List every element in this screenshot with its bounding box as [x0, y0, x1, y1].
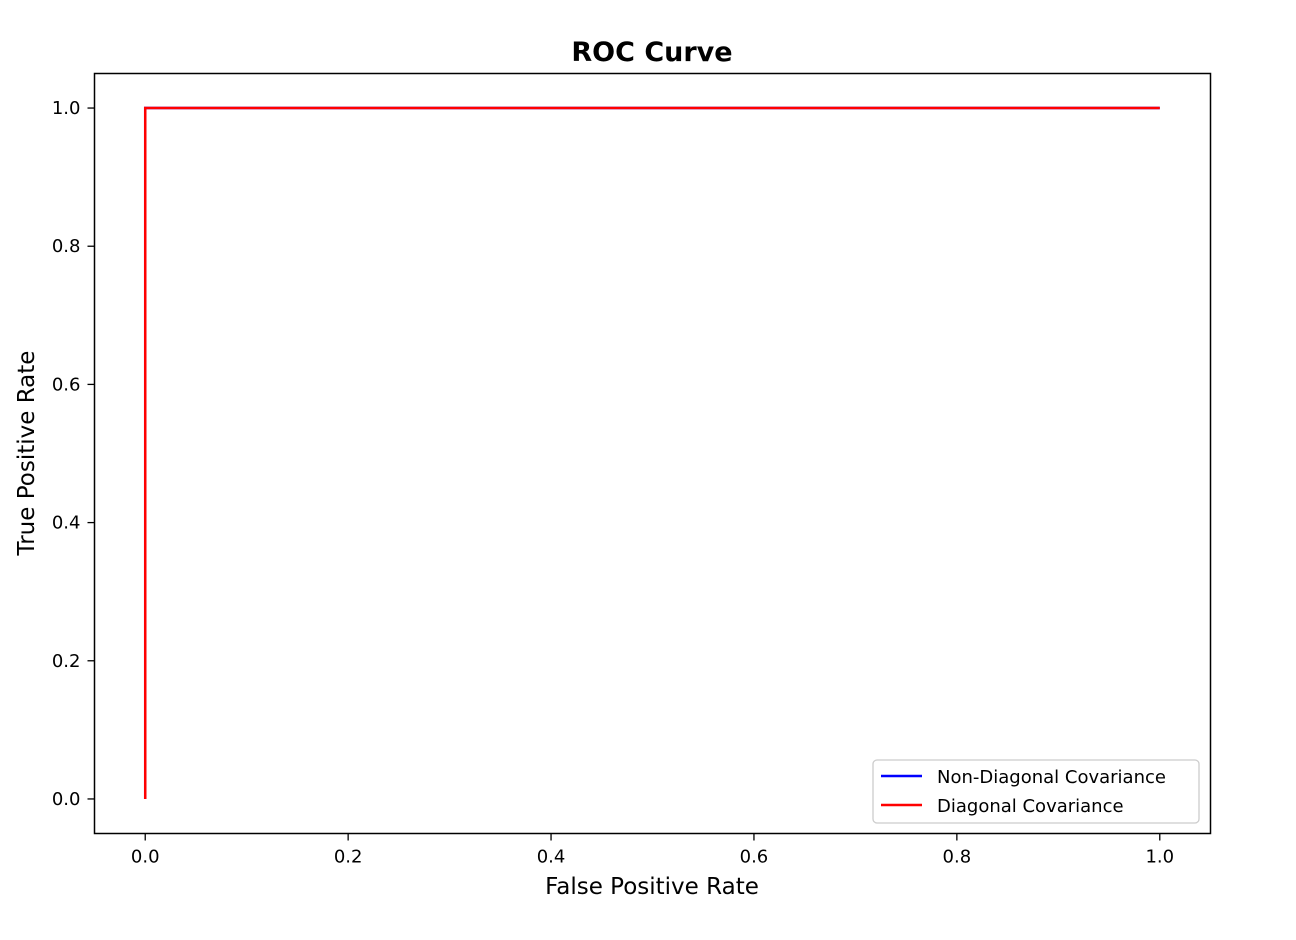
legend-entry-diagonal: Diagonal Covariance — [881, 796, 1124, 817]
x-axis-ticks: 0.0 0.2 0.4 0.6 0.8 1.0 — [131, 833, 1174, 868]
legend-label-non-diagonal: Non-Diagonal Covariance — [937, 767, 1166, 788]
y-tick-label: 0.0 — [52, 789, 81, 810]
series-line-diagonal — [143, 106, 1160, 799]
y-tick-label: 0.6 — [52, 374, 81, 395]
chart-title: ROC Curve — [571, 37, 732, 68]
y-axis-ticks: 0.0 0.2 0.4 0.6 0.8 1.0 — [52, 98, 95, 810]
x-tick-label: 0.0 — [131, 847, 160, 868]
legend-entry-non-diagonal: Non-Diagonal Covariance — [881, 767, 1166, 788]
plot-frame — [93, 72, 1212, 835]
legend-frame — [872, 759, 1200, 824]
y-tick-label: 1.0 — [52, 98, 81, 119]
x-axis-label: False Positive Rate — [545, 874, 759, 900]
x-tick-label: 1.0 — [1145, 847, 1174, 868]
y-tick-label: 0.2 — [52, 651, 81, 672]
legend: Non-Diagonal Covariance Diagonal Covaria… — [872, 759, 1200, 824]
legend-label-diagonal: Diagonal Covariance — [937, 796, 1124, 817]
x-tick-label: 0.2 — [334, 847, 363, 868]
y-tick-label: 0.8 — [52, 236, 81, 257]
x-tick-label: 0.4 — [537, 847, 566, 868]
x-tick-label: 0.8 — [943, 847, 972, 868]
x-tick-label: 0.6 — [740, 847, 769, 868]
series-layer — [143, 106, 1160, 799]
y-tick-label: 0.4 — [52, 513, 81, 534]
y-axis-label: True Positive Rate — [14, 351, 40, 557]
